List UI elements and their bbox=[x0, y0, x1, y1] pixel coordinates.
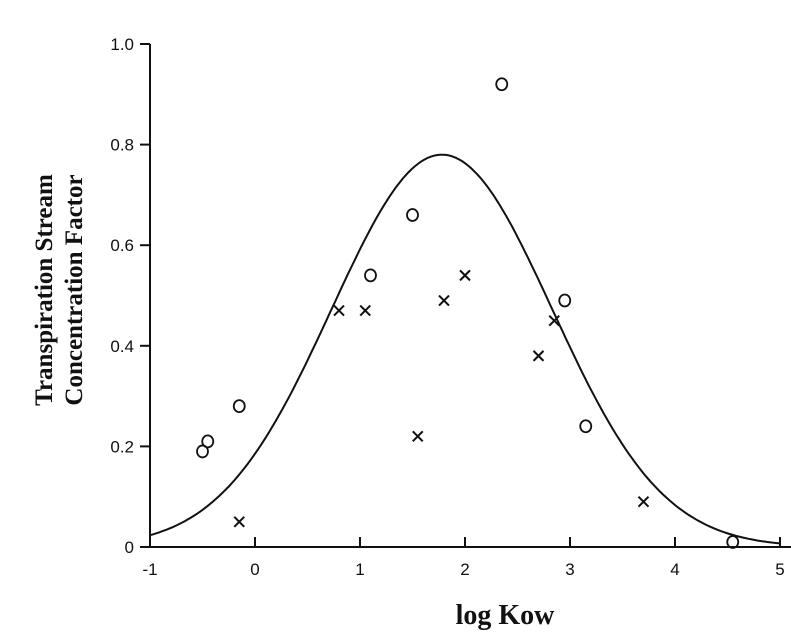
data-point-cross bbox=[233, 516, 245, 528]
data-point-cross bbox=[459, 269, 471, 282]
data-point-circle bbox=[364, 268, 377, 283]
x-axis-title: log Kow bbox=[456, 600, 556, 631]
data-point-circle bbox=[201, 434, 215, 449]
y-tick-label: 0 bbox=[125, 538, 134, 557]
x-tick-label: 0 bbox=[250, 560, 259, 579]
y-axis-title-line-1: Transpiration Stream bbox=[31, 174, 58, 406]
data-point-circle bbox=[406, 208, 419, 222]
y-tick-label: 0.2 bbox=[110, 437, 134, 456]
axes bbox=[149, 44, 791, 548]
y-tick-label: 0.4 bbox=[110, 337, 134, 356]
data-point-cross bbox=[548, 314, 560, 327]
fit-curve bbox=[149, 153, 781, 545]
y-axis-title-line-2: Concentration Factor bbox=[61, 174, 88, 405]
data-point-circle bbox=[495, 77, 509, 92]
y-tick-label: 0.6 bbox=[110, 236, 134, 255]
x-tick-label: 5 bbox=[775, 560, 784, 579]
data-point-circle bbox=[558, 293, 572, 308]
y-tick-label: 0.8 bbox=[110, 136, 134, 155]
data-point-cross bbox=[637, 496, 650, 508]
ticks: 0 0.2 0.4 0.6 0.8 1.0 -1 0 1 2 3 4 5 bbox=[110, 35, 784, 579]
data-point-circle bbox=[232, 399, 246, 414]
data-point-cross bbox=[532, 350, 545, 362]
x-tick-label: 2 bbox=[460, 560, 469, 579]
x-tick-label: 3 bbox=[565, 560, 574, 579]
x-tick-label: 1 bbox=[355, 560, 364, 579]
data-point-circle bbox=[196, 444, 209, 459]
data-point-circle bbox=[579, 419, 593, 434]
data-point-circle bbox=[726, 535, 740, 549]
data-point-cross bbox=[333, 304, 345, 317]
x-tick-label: -1 bbox=[142, 560, 157, 579]
x-tick-label: 4 bbox=[670, 560, 679, 579]
data-point-cross bbox=[438, 294, 450, 307]
data-point-cross bbox=[359, 304, 371, 317]
y-tick-label: 1.0 bbox=[110, 35, 134, 54]
data-points bbox=[196, 77, 740, 549]
data-point-cross bbox=[412, 430, 424, 443]
